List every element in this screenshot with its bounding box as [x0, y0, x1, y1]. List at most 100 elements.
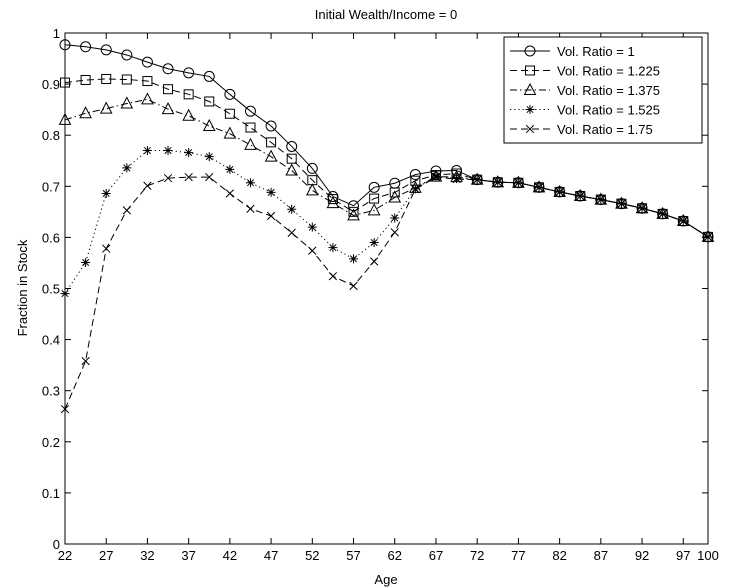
data-point-triangle	[99, 101, 113, 114]
data-point-circle	[409, 169, 421, 181]
data-point-x	[205, 172, 214, 182]
y-tick-label: 0.8	[42, 128, 60, 143]
data-point-x	[102, 244, 111, 253]
data-point-triangle	[79, 106, 92, 119]
data-point-star	[163, 146, 173, 156]
data-point-square	[101, 73, 112, 84]
y-tick-label: 0.6	[42, 230, 60, 245]
data-point-x	[555, 187, 564, 197]
series-line	[64, 78, 709, 238]
data-point-square	[121, 74, 132, 85]
data-point-square	[80, 75, 91, 86]
data-point-circle	[141, 56, 153, 68]
data-point-x	[534, 183, 544, 192]
data-point-circle	[183, 67, 195, 79]
x-tick-label: 37	[181, 548, 195, 563]
data-point-star	[225, 164, 235, 174]
data-point-square	[525, 65, 535, 76]
data-point-star	[328, 243, 338, 253]
x-tick-label: 22	[58, 548, 72, 563]
data-point-square	[266, 137, 277, 148]
data-point-star	[307, 222, 317, 232]
series-line	[64, 176, 709, 410]
series-5	[60, 172, 713, 414]
data-point-x	[246, 204, 255, 213]
data-point-circle	[306, 162, 318, 174]
x-tick-label: 100	[697, 548, 719, 563]
legend-box	[503, 36, 703, 144]
data-point-x	[658, 209, 667, 219]
data-point-square	[163, 84, 174, 95]
data-point-x	[328, 272, 338, 281]
chart-title: Initial Wealth/Income = 0	[315, 7, 457, 22]
data-point-star	[101, 188, 111, 198]
data-point-triangle	[202, 118, 216, 132]
data-point-star	[184, 148, 194, 158]
data-point-x	[266, 211, 276, 221]
y-tick-label: 0.4	[42, 333, 60, 348]
legend-label: Vol. Ratio = 1	[557, 44, 635, 59]
data-point-star	[266, 187, 276, 197]
data-point-circle	[265, 120, 277, 132]
data-point-x	[411, 185, 420, 194]
x-tick-label: 52	[305, 548, 319, 563]
data-point-star	[122, 163, 132, 173]
data-point-x	[81, 356, 90, 366]
series-layer	[58, 39, 715, 414]
data-point-square	[369, 193, 380, 204]
legend-label: Vol. Ratio = 1.225	[557, 64, 660, 79]
data-point-triangle	[305, 183, 319, 196]
data-point-triangle	[367, 203, 381, 216]
data-point-triangle	[223, 126, 237, 139]
legend-label: Vol. Ratio = 1.525	[557, 103, 660, 118]
data-point-circle	[368, 181, 380, 193]
data-point-x	[308, 246, 317, 255]
data-point-x	[431, 172, 441, 182]
data-point-x	[525, 124, 535, 134]
data-point-triangle	[161, 102, 175, 115]
data-point-x	[390, 228, 399, 237]
data-point-triangle	[347, 208, 360, 221]
y-tick-label: 0.2	[42, 435, 60, 450]
y-tick-label: 0.5	[42, 282, 60, 297]
data-point-circle	[100, 44, 112, 56]
data-point-triangle	[141, 92, 154, 105]
x-tick-label: 97	[676, 548, 690, 563]
data-point-star	[142, 146, 152, 156]
data-point-star	[349, 254, 359, 264]
data-point-square	[245, 122, 256, 133]
data-point-x	[452, 174, 461, 184]
data-point-x	[184, 172, 193, 182]
data-point-x	[473, 175, 482, 184]
data-point-x	[349, 281, 358, 291]
y-tick-label: 1	[53, 26, 60, 41]
y-tick-label: 0.1	[42, 486, 60, 501]
x-tick-label: 87	[594, 548, 608, 563]
data-point-star	[60, 289, 70, 299]
data-point-star	[525, 105, 535, 114]
legend-label: Vol. Ratio = 1.75	[557, 122, 653, 137]
data-point-square	[183, 89, 194, 100]
data-point-star	[287, 204, 297, 214]
y-tick-label: 0	[53, 537, 60, 552]
x-tick-label: 67	[429, 548, 443, 563]
data-point-triangle	[523, 82, 537, 95]
data-point-x	[287, 228, 296, 237]
data-point-square	[389, 187, 400, 198]
data-point-triangle	[182, 108, 195, 121]
x-tick-label: 57	[346, 548, 360, 563]
data-point-square	[204, 96, 215, 107]
data-point-square	[348, 206, 359, 217]
data-point-triangle	[388, 190, 402, 203]
data-point-star	[204, 152, 214, 162]
data-point-star	[390, 213, 400, 223]
x-tick-label: 72	[470, 548, 484, 563]
data-point-x	[679, 216, 688, 226]
data-point-square	[60, 77, 70, 88]
x-tick-label: 27	[99, 548, 113, 563]
data-point-circle	[224, 88, 236, 100]
x-tick-label: 77	[511, 548, 525, 563]
data-point-x	[225, 189, 235, 198]
data-point-square	[327, 194, 338, 205]
data-point-star	[369, 238, 379, 248]
